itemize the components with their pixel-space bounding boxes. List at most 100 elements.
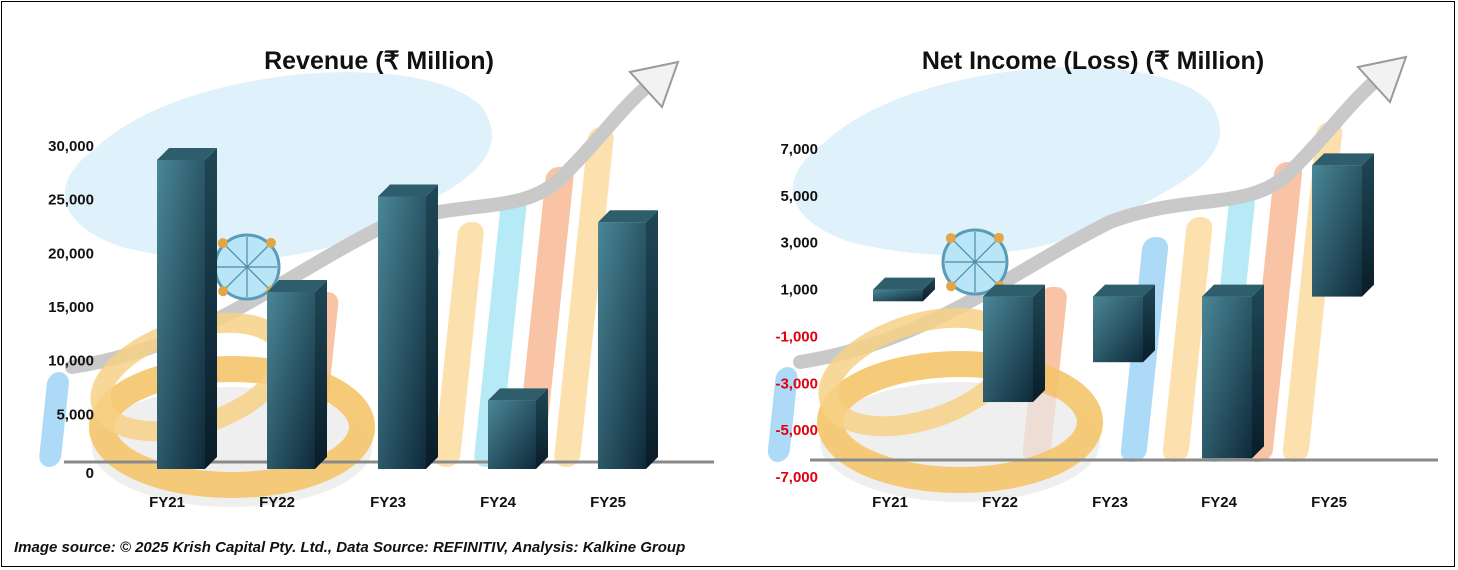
y-tick-label: 20,000	[48, 245, 94, 262]
stripe-shape	[1162, 217, 1213, 462]
revenue-chart-title: Revenue (₹ Million)	[264, 47, 494, 75]
net-income-bar-side	[1033, 284, 1045, 403]
net-income-bar-side	[1252, 284, 1264, 459]
y-tick-label: 1,000	[780, 282, 818, 299]
diamond-facet-shape	[974, 240, 997, 263]
y-tick-label: -3,000	[775, 375, 818, 392]
diamond-facet-shape	[246, 245, 269, 268]
net-income-panel: -7,000 -5,000 -3,000 -1,000 1,000 3,000 5,000 7…	[730, 2, 1456, 532]
prong-shape	[946, 281, 957, 292]
arrow-head-icon	[1356, 55, 1408, 104]
diamond-facet-shape	[225, 266, 248, 289]
net-income-bar-top	[983, 284, 1045, 297]
net-income-bar	[1093, 284, 1155, 363]
revenue-panel: 0 5,000 10,000 15,000 20,000 25,000 30,000 FY21…	[2, 2, 732, 532]
net-income-bar-side	[1143, 284, 1155, 363]
blue-blob-shape	[792, 67, 1220, 256]
background-illustration	[767, 55, 1408, 502]
diamond-facet-shape	[246, 266, 269, 289]
y-tick-label: 25,000	[48, 192, 94, 209]
net-income-bar-front	[873, 289, 923, 302]
diamond-facet-shape	[225, 245, 248, 268]
net-income-bar-top	[1202, 284, 1264, 297]
revenue-bar	[488, 388, 548, 469]
prong-shape	[993, 232, 1004, 243]
net-income-bar-top	[1093, 284, 1155, 297]
net-income-bar-top	[873, 277, 935, 290]
y-tick-label: 10,000	[48, 353, 94, 370]
y-tick-label: 5,000	[56, 406, 94, 423]
revenue-bar-side	[315, 279, 327, 469]
net-income-bar-front	[1312, 165, 1362, 297]
net-income-bar-side	[923, 277, 935, 302]
revenue-bar-top	[267, 279, 327, 292]
stripe-shape	[474, 197, 527, 467]
diamond-facet-shape	[953, 240, 976, 263]
ring-band-shape	[89, 356, 375, 498]
revenue-bar-top	[378, 184, 438, 197]
x-tick-label: FY22	[982, 494, 1018, 511]
revenue-bar	[598, 210, 658, 469]
x-tick-label: FY21	[149, 494, 185, 511]
revenue-bar-top	[488, 388, 548, 401]
revenue-bar-side	[536, 388, 548, 469]
diamond-facet-shape	[974, 261, 997, 284]
arrow-head-icon	[628, 60, 680, 109]
revenue-bar-side	[205, 147, 217, 469]
net-income-bar-front	[1202, 296, 1252, 459]
revenue-bar	[267, 279, 327, 469]
prong-shape	[265, 237, 276, 248]
y-tick-label: 0	[86, 465, 94, 482]
x-tick-label: FY25	[590, 494, 626, 511]
y-tick-label: -5,000	[775, 422, 818, 439]
net-income-bar-top	[1312, 153, 1374, 166]
stripe-shape	[767, 367, 798, 462]
stripe-shape	[39, 372, 69, 467]
net-income-bar	[1202, 284, 1264, 459]
revenue-bar-side	[426, 184, 438, 470]
revenue-bar-top	[157, 147, 217, 160]
prong-shape	[945, 233, 956, 244]
x-tick-label: FY24	[1201, 494, 1238, 511]
net-income-bar-side	[1362, 153, 1374, 297]
y-tick-label: 5,000	[780, 188, 818, 205]
revenue-bar-front	[598, 222, 646, 469]
y-tick-label: 3,000	[780, 235, 818, 252]
prong-shape	[218, 286, 229, 297]
revenue-bar	[157, 147, 217, 469]
revenue-bar-top	[598, 210, 658, 223]
background-illustration	[39, 60, 680, 507]
y-tick-label: 30,000	[48, 138, 94, 155]
net-income-bar	[1312, 153, 1374, 297]
revenue-bar-front	[267, 291, 315, 469]
net-income-chart: -7,000 -5,000 -3,000 -1,000 1,000 3,000 5,000 7…	[767, 55, 1438, 511]
net-income-bar	[983, 284, 1045, 403]
revenue-chart: 0 5,000 10,000 15,000 20,000 25,000 30,000 FY21…	[39, 60, 714, 511]
x-tick-label: FY23	[1092, 494, 1128, 511]
y-tick-label: 7,000	[780, 141, 818, 158]
net-income-bar-front	[1093, 296, 1143, 363]
net-income-chart-title: Net Income (Loss) (₹ Million)	[921, 47, 1265, 75]
stripe-shape	[554, 127, 614, 467]
ring-band-shape	[817, 351, 1103, 493]
revenue-bar-front	[157, 159, 205, 469]
revenue-bar-front	[378, 196, 426, 470]
revenue-bar	[378, 184, 438, 470]
net-income-bar-front	[983, 296, 1033, 403]
x-tick-label: FY22	[259, 494, 295, 511]
prong-shape	[217, 238, 228, 249]
source-caption: Image source: © 2025 Krish Capital Pty. …	[14, 539, 686, 556]
y-tick-label: -7,000	[775, 469, 818, 486]
revenue-bar-side	[646, 210, 658, 469]
stripe-shape	[434, 222, 484, 467]
y-tick-label: -1,000	[775, 328, 818, 345]
y-tick-label: 15,000	[48, 299, 94, 316]
revenue-bar-front	[488, 400, 536, 469]
x-tick-label: FY24	[480, 494, 517, 511]
x-tick-label: FY25	[1311, 494, 1347, 511]
diamond-facet-shape	[953, 261, 976, 284]
net-income-bar	[873, 277, 935, 302]
x-tick-label: FY23	[370, 494, 406, 511]
x-tick-label: FY21	[872, 494, 908, 511]
